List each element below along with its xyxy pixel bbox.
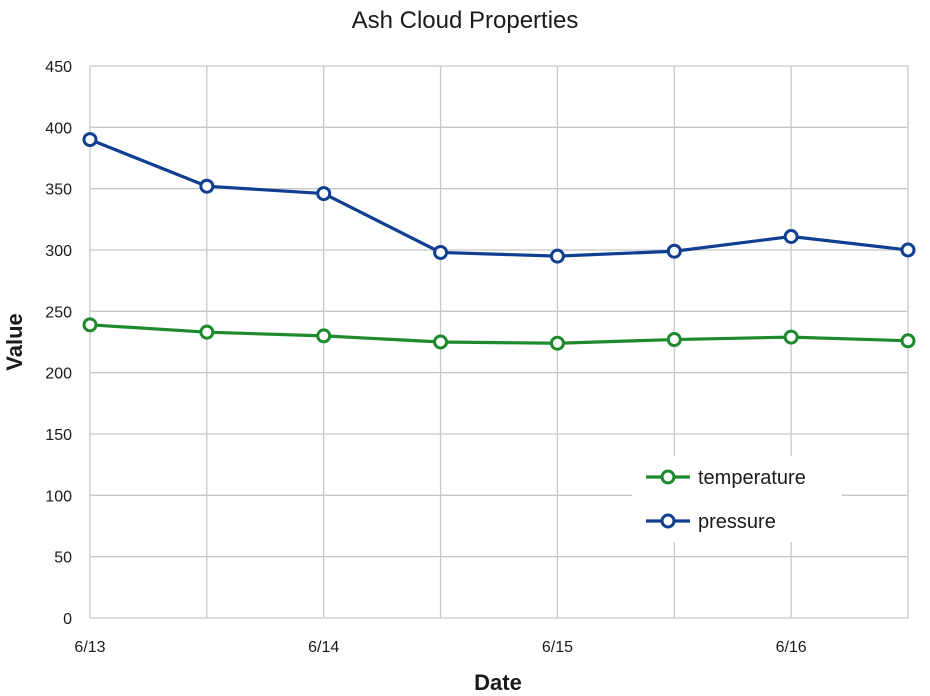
data-point-pressure xyxy=(433,244,449,260)
series-temperature xyxy=(82,317,916,351)
data-point-pressure xyxy=(199,178,215,194)
series-line-pressure xyxy=(89,138,909,258)
data-point-temperature xyxy=(82,317,98,333)
data-point-pressure xyxy=(549,248,565,264)
data-point-temperature xyxy=(783,329,799,345)
y-tick-label: 200 xyxy=(45,366,72,383)
data-point-temperature xyxy=(199,324,215,340)
x-axis-title: Date xyxy=(474,670,522,695)
y-tick-label: 100 xyxy=(45,488,72,505)
legend-marker-temperature xyxy=(660,469,676,485)
legend-marker-pressure xyxy=(660,513,676,529)
y-tick-label: 0 xyxy=(63,611,72,628)
data-point-temperature xyxy=(549,335,565,351)
x-tick-label: 6/14 xyxy=(308,639,339,656)
chart-title: Ash Cloud Properties xyxy=(352,7,579,34)
series-line-temperature xyxy=(89,323,909,345)
legend-label-temperature: temperature xyxy=(698,467,806,489)
data-point-pressure xyxy=(82,132,98,148)
data-point-pressure xyxy=(316,186,332,202)
y-tick-label: 50 xyxy=(54,550,72,567)
legend-label-pressure: pressure xyxy=(698,511,776,533)
y-axis-title: Value xyxy=(2,313,27,370)
y-tick-label: 350 xyxy=(45,182,72,199)
y-tick-label: 450 xyxy=(45,59,72,76)
data-point-temperature xyxy=(316,328,332,344)
y-tick-label: 300 xyxy=(45,243,72,260)
y-tick-label: 400 xyxy=(45,120,72,137)
data-point-pressure xyxy=(783,229,799,245)
data-point-temperature xyxy=(666,332,682,348)
series-lines xyxy=(82,132,916,351)
data-point-temperature xyxy=(900,333,916,349)
x-tick-label: 6/13 xyxy=(74,639,105,656)
x-axis-ticks: 6/13 6/14 6/15 6/16 xyxy=(74,639,806,656)
y-axis-ticks: 0 50 100 150 200 250 300 350 400 450 xyxy=(45,59,72,628)
y-tick-label: 150 xyxy=(45,427,72,444)
data-point-pressure xyxy=(666,243,682,259)
y-tick-label: 250 xyxy=(45,304,72,321)
x-tick-label: 6/15 xyxy=(542,639,573,656)
legend: temperature pressure xyxy=(632,456,842,542)
data-point-pressure xyxy=(900,242,916,258)
x-tick-label: 6/16 xyxy=(776,639,807,656)
series-pressure xyxy=(82,132,916,264)
data-point-temperature xyxy=(433,334,449,350)
